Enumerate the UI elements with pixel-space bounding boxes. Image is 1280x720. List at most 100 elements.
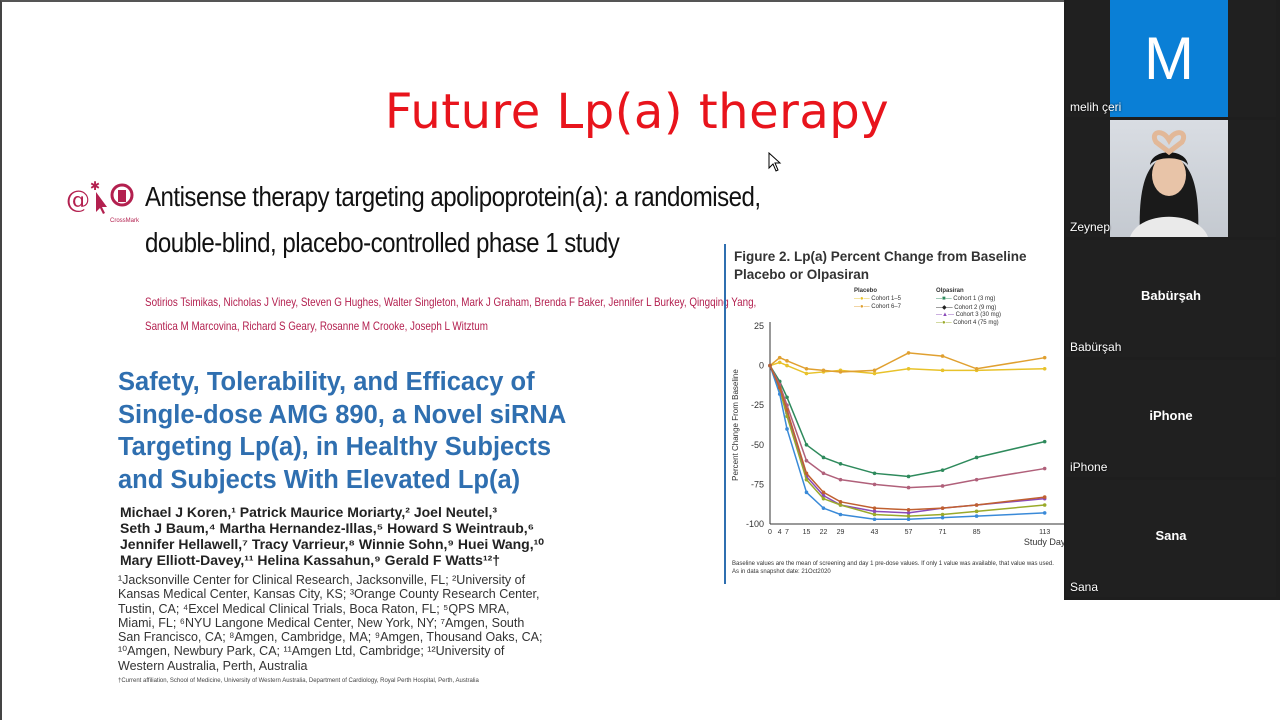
- data-point: [777, 392, 782, 396]
- data-point: [872, 471, 877, 476]
- data-point: [906, 507, 911, 512]
- data-point: [1042, 355, 1047, 360]
- data-point: [906, 351, 911, 355]
- data-point: [872, 368, 877, 373]
- figure-title-line: Placebo or Olpasiran: [734, 267, 870, 282]
- participant-name: iPhone: [1070, 460, 1108, 474]
- x-tick-label: 29: [837, 529, 845, 536]
- data-point: [906, 514, 911, 518]
- x-axis-label: Study Day: [1024, 537, 1064, 547]
- data-point: [940, 368, 945, 373]
- participant-tile-sana[interactable]: Sana Sana: [1066, 480, 1276, 597]
- paper2-authors: Michael J Koren,¹ Patrick Maurice Moriar…: [120, 504, 680, 568]
- data-point: [838, 503, 843, 507]
- data-point: [1042, 511, 1047, 515]
- paper2-authors-line: Mary Elliott-Davey,¹¹ Helina Kassahun,⁹ …: [120, 552, 501, 568]
- paper2-affiliations: ¹Jacksonville Center for Clinical Resear…: [118, 573, 678, 673]
- x-tick-label: 4: [778, 529, 782, 536]
- x-tick-label: 57: [905, 529, 913, 536]
- data-point: [838, 500, 843, 504]
- data-point: [974, 455, 979, 460]
- participant-tile-melih[interactable]: M melih çeri: [1066, 0, 1276, 117]
- data-point: [1042, 466, 1047, 471]
- data-point: [838, 477, 843, 482]
- paper1-authors: Sotirios Tsimikas, Nicholas J Viney, Ste…: [145, 290, 757, 338]
- paper1-title-line: double-blind, placebo-controlled phase 1…: [145, 227, 620, 258]
- data-point: [768, 363, 772, 368]
- legend-entry: —■— Cohort 1 (3 mg): [936, 296, 996, 302]
- figure-note-line: As in data snapshot date: 21Oct2020: [732, 569, 831, 575]
- legend-entry: —▲— Cohort 3 (30 mg): [936, 312, 1001, 318]
- data-point: [872, 509, 877, 514]
- data-point: [785, 427, 789, 431]
- data-point: [974, 477, 979, 482]
- paper2-title-line: Single-dose AMG 890, a Novel siRNA: [118, 400, 567, 429]
- series-line: [769, 365, 1045, 514]
- data-point: [785, 363, 789, 368]
- figure-title-line: Figure 2. Lp(a) Percent Change from Base…: [734, 249, 1027, 264]
- mouse-pointer-icon: [768, 152, 782, 172]
- x-tick-label: 43: [871, 529, 879, 536]
- y-tick-label: -75: [751, 479, 764, 489]
- data-point: [821, 496, 826, 501]
- data-point: [804, 458, 809, 463]
- legend-entry: —●— Cohort 6–7: [854, 304, 901, 310]
- affiliation-line: Kansas Medical Center, Kansas City, KS; …: [118, 587, 540, 602]
- figure-note-line: Baseline values are the mean of screenin…: [732, 561, 1054, 567]
- data-point: [940, 512, 945, 517]
- paper1-authors-line: Sotirios Tsimikas, Nicholas J Viney, Ste…: [145, 295, 757, 309]
- paper2-title-line: Targeting Lp(a), in Healthy Subjects: [118, 433, 552, 461]
- participant-tile-iphone[interactable]: iPhone iPhone: [1066, 360, 1276, 477]
- y-tick-label: 25: [754, 321, 764, 331]
- affiliation-line: Tustin, CA; ⁴Excel Medical Clinical Tria…: [118, 601, 510, 616]
- affiliation-line: ¹Jacksonville Center for Clinical Resear…: [118, 573, 526, 587]
- data-point: [838, 370, 843, 374]
- affiliation-line: San Francisco, CA; ⁸Amgen, Cambridge, MA…: [118, 630, 543, 645]
- legend-heading-placebo: Placebo: [854, 288, 878, 294]
- participant-tile-zeynep[interactable]: Zeynep: [1066, 120, 1276, 237]
- data-point: [838, 512, 843, 517]
- data-point: [777, 360, 782, 365]
- paper2-authors-line: Seth J Baum,⁴ Martha Hernandez-Illas,⁵ H…: [120, 520, 535, 536]
- data-point: [821, 455, 826, 460]
- paper2-title-line: Safety, Tolerability, and Efficacy of: [118, 368, 535, 396]
- data-point: [1042, 439, 1047, 444]
- participants-panel: M melih çeri Zeynep Babürşah Babürşah iP…: [1064, 0, 1280, 600]
- data-point: [872, 482, 877, 487]
- paper2-footnote: †Current affiliation, School of Medicine…: [118, 678, 479, 684]
- figure-note: Baseline values are the mean of screenin…: [732, 560, 1064, 576]
- presentation-slide: Future Lp(a) therapy @ ✱ CrossMark Antis…: [0, 0, 1064, 720]
- series-line: [769, 365, 1045, 520]
- x-tick-label: 0: [768, 529, 772, 536]
- series-line: [769, 365, 1045, 517]
- series-line: [769, 365, 1045, 478]
- data-point: [872, 371, 877, 376]
- y-tick-label: -100: [746, 519, 764, 529]
- data-point: [906, 474, 911, 479]
- affiliation-line: ¹⁰Amgen, Newbury Park, CA; ¹¹Amgen Ltd, …: [118, 644, 505, 659]
- data-point: [940, 354, 945, 358]
- y-tick-label: 0: [759, 361, 764, 371]
- x-tick-label: 7: [785, 529, 789, 536]
- participant-name: melih çeri: [1070, 100, 1122, 114]
- participant-tile-baburşah[interactable]: Babürşah Babürşah: [1066, 240, 1276, 357]
- slide-title: Future Lp(a) therapy: [384, 84, 890, 140]
- data-point: [821, 490, 826, 495]
- data-point: [804, 490, 809, 495]
- data-point: [940, 468, 945, 472]
- participant-center-name: Sana: [1155, 528, 1187, 543]
- y-axis-label: Percent Change From Baseline: [731, 369, 740, 481]
- data-point: [906, 511, 911, 515]
- data-point: [906, 366, 911, 371]
- paper1-authors-line: Santica M Marcovina, Richard S Geary, Ro…: [145, 319, 488, 333]
- data-point: [821, 471, 826, 476]
- data-point: [804, 471, 809, 476]
- y-tick-label: -50: [751, 440, 764, 450]
- data-point: [1042, 503, 1047, 507]
- legend-heading-olpasiran: Olpasiran: [936, 288, 964, 294]
- figure-title: Figure 2. Lp(a) Percent Change from Base…: [734, 248, 1064, 284]
- data-point: [785, 359, 789, 363]
- avatar: M: [1110, 0, 1228, 117]
- data-point: [940, 515, 945, 520]
